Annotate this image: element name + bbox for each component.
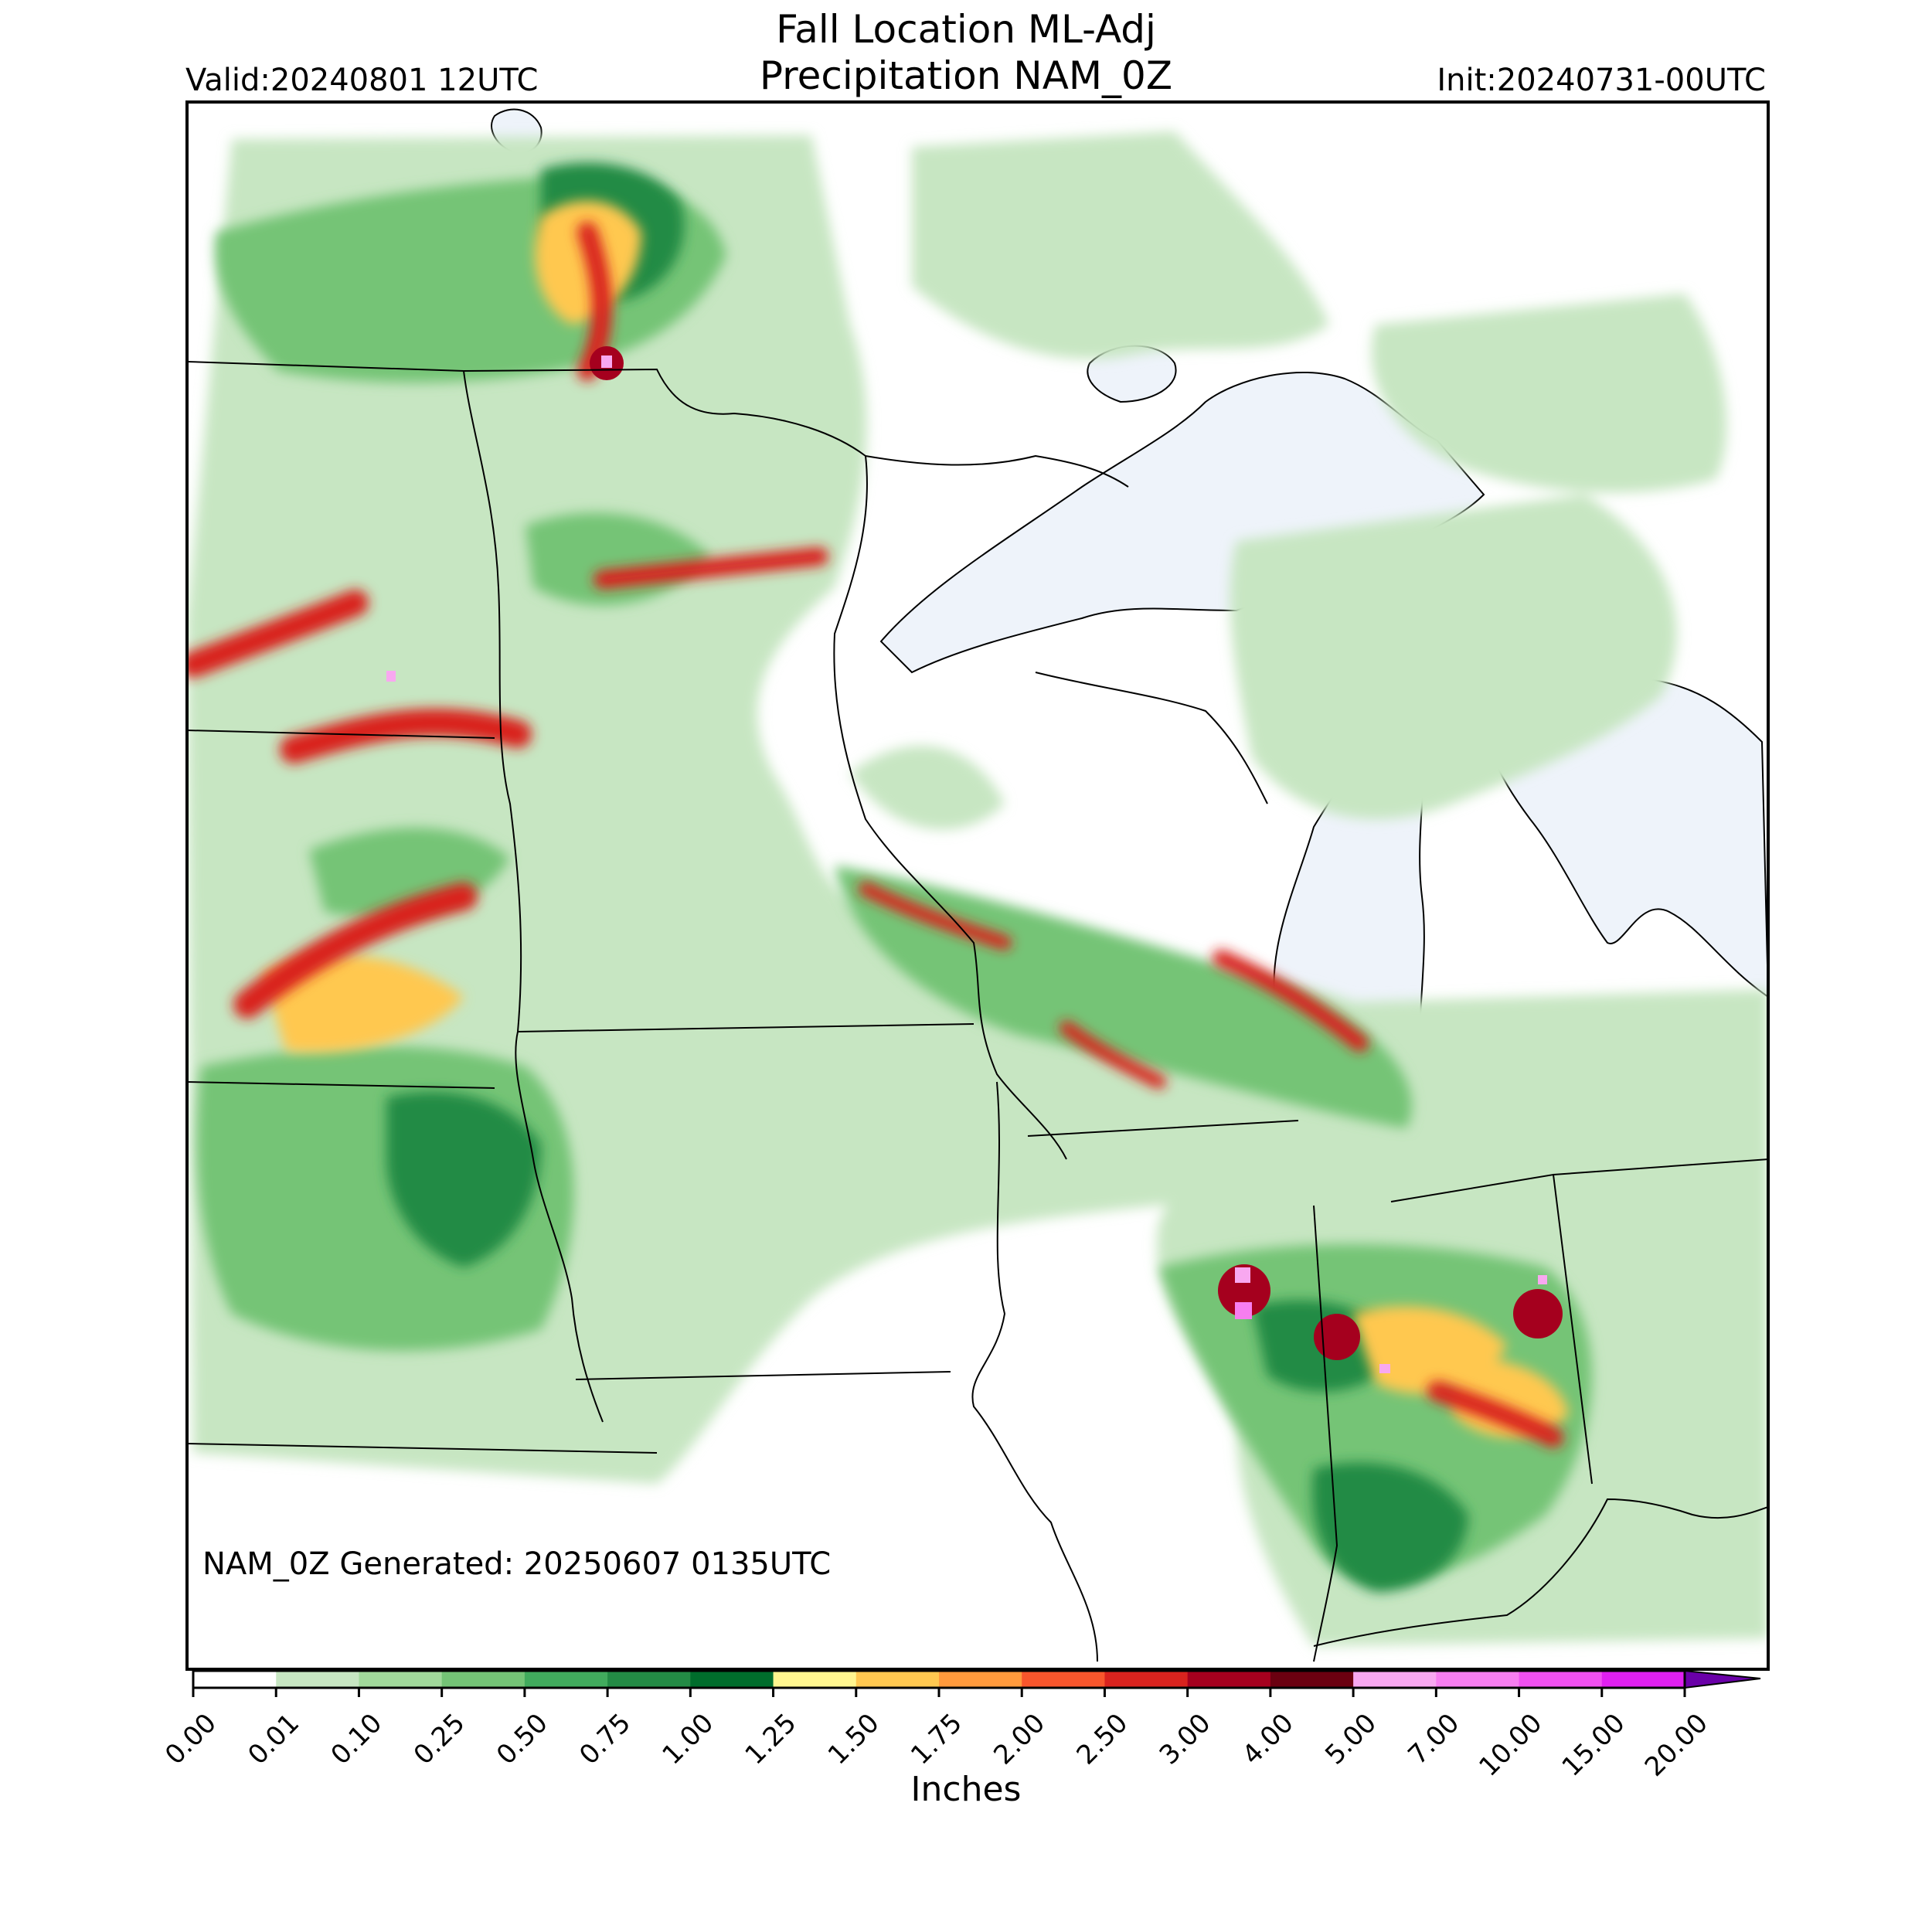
colorbar-segment xyxy=(939,1671,1022,1688)
colorbar-segment xyxy=(441,1671,526,1688)
nebraska-kansas-border xyxy=(187,1443,658,1454)
colorbar-segment xyxy=(1601,1671,1685,1688)
south-dakota-nebraska-border xyxy=(187,1081,495,1089)
north-south-dakota-border xyxy=(187,730,495,739)
colorbar-segment xyxy=(1436,1671,1520,1688)
colorbar-segment xyxy=(773,1671,857,1688)
colorbar-tick-label: 1.50 xyxy=(822,1708,886,1771)
generated-timestamp: NAM_0Z Generated: 20250607 0135UTC xyxy=(202,1546,832,1582)
colorbar-segment xyxy=(607,1671,691,1688)
colorbar-segment xyxy=(1187,1671,1271,1688)
colorbar-ticks: 0.00 0.01 0.10 0.25 0.50 0.75 1.00 1.25 1.50 1.75… xyxy=(159,1688,1714,1783)
colorbar-segment xyxy=(1353,1671,1437,1688)
colorbar-unit-label: Inches xyxy=(910,1770,1022,1809)
colorbar-segment xyxy=(1022,1671,1105,1688)
colorbar: 0.00 0.01 0.10 0.25 0.50 0.75 1.00 1.25 1.50 1.75… xyxy=(159,1669,1761,1783)
lake-superior xyxy=(879,371,1485,674)
precip-extreme-cores xyxy=(386,346,1563,1373)
colorbar-segment xyxy=(1270,1671,1354,1688)
illinois-wisconsin-border xyxy=(1027,1120,1299,1137)
colorbar-segment xyxy=(524,1671,608,1688)
colorbar-tick-label: 1.00 xyxy=(656,1708,719,1771)
map-title-line1: Fall Location ML-Adj xyxy=(776,7,1156,52)
iowa-west-missouri-river xyxy=(515,1031,604,1423)
colorbar-segment xyxy=(690,1671,774,1688)
colorbar-tick-label: 1.75 xyxy=(905,1708,968,1771)
colorbar-tick-label: 3.00 xyxy=(1154,1708,1217,1771)
map-title-line2: Precipitation NAM_0Z xyxy=(759,53,1173,98)
map-area xyxy=(187,102,1768,1669)
colorbar-segment xyxy=(193,1671,277,1688)
colorbar-tick-label: 0.50 xyxy=(491,1708,554,1771)
colorbar-tick-label: 2.50 xyxy=(1071,1708,1134,1771)
colorbar-tick-label: 0.75 xyxy=(573,1708,637,1771)
illinois-indiana-border xyxy=(1313,1205,1338,1662)
wisconsin-michigan-border xyxy=(1035,672,1268,804)
ohio-river xyxy=(1313,1498,1768,1647)
illinois-iowa-mississippi xyxy=(971,1081,1098,1662)
colorbar-tick-label: 7.00 xyxy=(1402,1708,1465,1771)
valid-time-label: Valid:20240801 12UTC xyxy=(185,63,539,98)
colorbar-tick-label: 5.00 xyxy=(1319,1708,1383,1771)
map-frame xyxy=(185,100,1770,1671)
us-canada-border xyxy=(187,361,1129,488)
colorbar-tick-label: 0.01 xyxy=(242,1708,305,1771)
colorbar-segments xyxy=(193,1671,1685,1688)
wisconsin-west-mississippi xyxy=(833,455,1067,1160)
init-time-label: Init:20240731-00UTC xyxy=(1437,63,1766,98)
michigan-ohio-border xyxy=(1553,1158,1768,1175)
colorbar-tick-label: 2.00 xyxy=(988,1708,1051,1771)
colorbar-segment xyxy=(855,1671,940,1688)
colorbar-extend-arrow xyxy=(1684,1669,1761,1689)
state-borders xyxy=(187,361,1768,1662)
iowa-missouri-border xyxy=(575,1371,951,1380)
precip-field xyxy=(187,131,1768,1646)
minnesota-iowa-border xyxy=(517,1023,975,1032)
precip-heavy-red xyxy=(187,222,1563,1447)
colorbar-segment xyxy=(276,1671,359,1688)
colorbar-tick-label: 0.00 xyxy=(159,1708,223,1771)
colorbar-tick-label: 0.25 xyxy=(408,1708,471,1771)
colorbar-tick-label: 1.25 xyxy=(740,1708,803,1771)
colorbar-segment xyxy=(1104,1671,1189,1688)
colorbar-tick-label: 4.00 xyxy=(1236,1708,1300,1771)
colorbar-tick-label: 0.10 xyxy=(325,1708,389,1771)
minnesota-west-border xyxy=(463,370,522,1032)
colorbar-segment xyxy=(1519,1671,1603,1688)
colorbar-segment xyxy=(359,1671,443,1688)
